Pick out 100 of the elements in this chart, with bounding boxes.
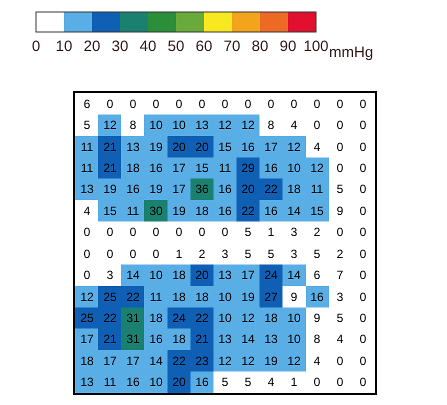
data-label: 12 [310,161,324,176]
color-bar-label: 20 [84,38,100,55]
data-label: 11 [126,204,140,218]
data-label: 14 [149,354,163,368]
data-label: 0 [176,97,183,112]
data-label: 0 [314,118,321,132]
data-label: 3 [222,247,229,262]
color-bar-label: 80 [252,38,268,55]
data-label: 0 [336,118,344,132]
data-label: 4 [336,332,344,346]
data-label: 0 [314,375,321,390]
data-label: 15 [218,140,232,154]
data-label: 13 [195,118,209,132]
data-label: 3 [106,268,114,282]
color-bar-label: 70 [224,38,240,55]
data-label: 12 [287,140,301,154]
data-label: 16 [149,332,163,346]
data-label: 18 [287,182,301,196]
data-label: 17 [241,268,255,282]
data-label: 18 [172,290,186,304]
data-label: 20 [195,140,209,154]
data-label: 0 [130,225,137,240]
data-label: 0 [244,97,252,112]
data-label: 0 [198,225,206,240]
data-label: 0 [360,140,367,154]
data-label: 10 [287,161,301,176]
data-label: 0 [360,268,367,282]
data-label: 0 [152,247,160,262]
data-label: 29 [241,161,255,176]
data-label: 20 [172,140,186,154]
data-label: 22 [241,204,255,218]
data-label: 16 [149,161,163,176]
data-label: 0 [106,247,114,262]
data-label: 21 [195,332,209,346]
color-bar-label: 50 [168,38,184,55]
data-label: 6 [84,97,91,112]
data-label: 8 [268,118,275,132]
data-label: 22 [264,182,278,196]
data-label: 0 [130,97,137,112]
data-label: 13 [218,332,232,346]
data-label: 4 [314,140,321,154]
data-label: 9 [290,290,298,304]
data-label: 3 [290,225,298,240]
data-label: 4 [268,375,275,390]
data-label: 0 [360,225,367,240]
color-bar-label: 30 [112,38,128,55]
data-label: 9 [336,204,344,218]
data-label: 12 [218,118,232,132]
data-label: 10 [149,268,163,282]
data-label: 11 [80,140,94,154]
data-label: 10 [218,290,232,304]
data-label: 22 [195,311,209,326]
data-label: 0 [360,97,367,112]
data-label: 0 [360,290,367,304]
data-label: 25 [80,311,94,326]
data-label: 20 [241,182,255,196]
data-label: 1 [176,247,183,262]
data-label: 18 [80,354,94,368]
data-label: 22 [126,290,140,304]
data-label: 12 [241,354,255,368]
data-label: 25 [103,290,117,304]
data-label: 0 [84,247,91,262]
data-label: 0 [106,225,114,240]
data-label: 16 [195,375,209,390]
color-bar-label: 100 [303,38,329,55]
data-label: 36 [195,182,209,196]
data-label: 18 [264,311,278,326]
data-label: 0 [336,97,344,112]
data-label: 17 [172,161,186,176]
data-label: 5 [244,225,252,240]
data-label: 12 [241,118,255,132]
data-label: 13 [264,332,278,346]
data-label: 0 [106,97,114,112]
data-label: 10 [287,311,301,326]
data-label: 16 [126,375,140,390]
data-label: 23 [195,354,209,368]
data-label: 0 [360,332,367,346]
data-label: 0 [176,225,183,240]
data-label: 24 [264,268,278,282]
data-label: 0 [336,161,344,176]
data-label: 0 [336,225,344,240]
color-bar-label: 0 [32,38,40,55]
data-label: 0 [360,311,367,326]
data-label: 24 [172,311,186,326]
data-label: 11 [104,375,117,390]
data-label: 11 [150,290,163,304]
data-label: 12 [218,354,232,368]
data-label: 21 [103,161,117,176]
data-label: 11 [80,161,94,176]
data-label: 22 [172,354,186,368]
data-label: 1 [268,225,275,240]
data-label: 18 [172,332,186,346]
data-label: 0 [360,247,367,262]
data-label: 15 [310,204,324,218]
data-label: 12 [287,354,301,368]
data-label: 0 [336,140,344,154]
data-label: 0 [152,225,160,240]
data-label: 0 [360,161,367,176]
data-label: 19 [172,204,186,218]
data-label: 5 [268,247,275,262]
